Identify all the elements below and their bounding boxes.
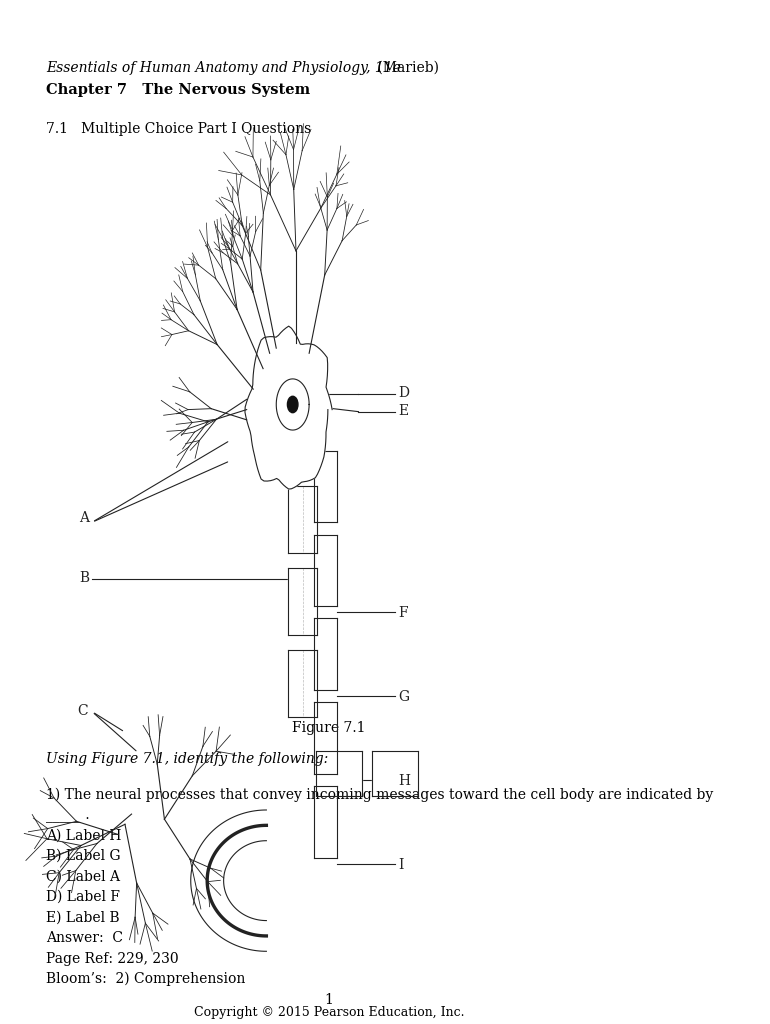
Text: Figure 7.1: Figure 7.1: [292, 721, 366, 735]
Text: A) Label H: A) Label H: [46, 828, 122, 843]
Text: _____ .: _____ .: [46, 809, 89, 823]
Text: Bloom’s:  2) Comprehension: Bloom’s: 2) Comprehension: [46, 972, 246, 986]
Text: B) Label G: B) Label G: [46, 849, 121, 863]
Circle shape: [287, 396, 298, 413]
Text: F: F: [398, 606, 407, 621]
Text: C: C: [78, 703, 89, 718]
Text: Using Figure 7.1, identify the following:: Using Figure 7.1, identify the following…: [46, 752, 328, 766]
Polygon shape: [372, 751, 417, 796]
Text: 1: 1: [324, 992, 333, 1007]
Text: Essentials of Human Anatomy and Physiology, 11e: Essentials of Human Anatomy and Physiolo…: [46, 60, 401, 75]
Polygon shape: [313, 786, 337, 858]
Text: D: D: [398, 386, 409, 400]
Polygon shape: [288, 486, 317, 553]
Text: 1) The neural processes that convey incoming messages toward the cell body are i: 1) The neural processes that convey inco…: [46, 787, 713, 802]
Polygon shape: [288, 568, 317, 635]
Text: (Marieb): (Marieb): [373, 60, 439, 75]
Polygon shape: [313, 702, 337, 774]
Text: A: A: [79, 511, 89, 525]
Text: B: B: [79, 570, 89, 585]
Polygon shape: [276, 379, 309, 430]
Polygon shape: [313, 618, 337, 690]
Text: 7.1   Multiple Choice Part I Questions: 7.1 Multiple Choice Part I Questions: [46, 122, 311, 136]
Text: E: E: [398, 403, 408, 418]
Text: Chapter 7   The Nervous System: Chapter 7 The Nervous System: [46, 83, 310, 97]
Text: G: G: [398, 690, 409, 705]
Text: Page Ref: 229, 230: Page Ref: 229, 230: [46, 951, 179, 966]
Polygon shape: [245, 327, 332, 489]
Polygon shape: [316, 751, 362, 796]
Text: D) Label F: D) Label F: [46, 890, 120, 904]
Text: Answer:  C: Answer: C: [46, 931, 123, 945]
Text: H: H: [398, 774, 410, 788]
Text: Copyright © 2015 Pearson Education, Inc.: Copyright © 2015 Pearson Education, Inc.: [193, 1006, 464, 1019]
Polygon shape: [313, 451, 337, 522]
Polygon shape: [313, 535, 337, 606]
Text: I: I: [398, 858, 403, 872]
Text: E) Label B: E) Label B: [46, 910, 119, 925]
Polygon shape: [288, 650, 317, 717]
Text: C) Label A: C) Label A: [46, 869, 120, 884]
